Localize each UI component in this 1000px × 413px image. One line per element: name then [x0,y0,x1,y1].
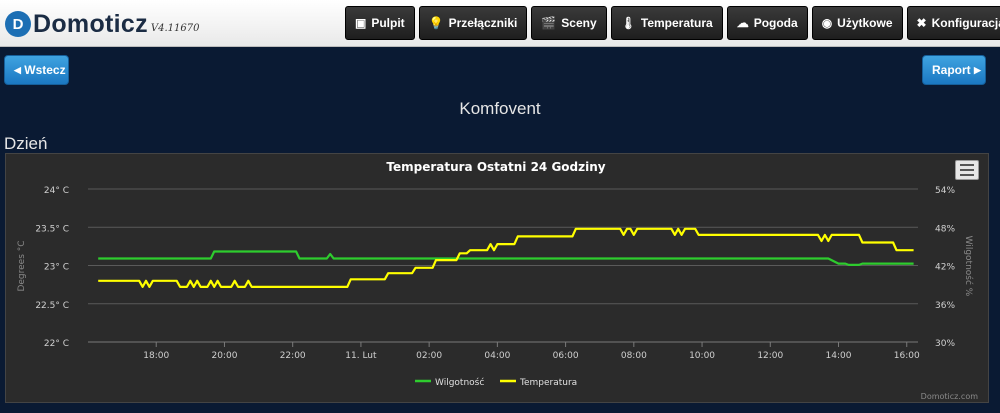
utility-icon: ◉ [821,16,833,30]
chart-title: Temperatura Ostatni 24 Godziny [386,160,605,174]
legend-item-label: Temperatura [519,378,577,388]
y-left-tick-label: 23° C [44,263,69,273]
wrench-icon: ✖ [916,16,927,30]
x-tick-label: 08:00 [621,351,647,361]
nav-prze-czniki-button[interactable]: 💡 Przełączniki [418,6,528,40]
bulb-icon: 💡 [428,16,444,30]
x-tick-label: 02:00 [416,351,442,361]
menu-icon-line [960,174,974,176]
menu-icon-line [960,164,974,166]
chevron-left-icon: ◀ [14,64,21,75]
domoticz-logo[interactable]: D Domoticz V4.11670 [5,8,199,40]
x-tick-label: 04:00 [484,351,510,361]
logo-mark-icon: D [5,11,31,37]
nav-label: Pogoda [753,16,798,30]
report-button-label: Raport [932,63,971,77]
chevron-right-icon: ▶ [974,64,981,75]
x-tick-label: 16:00 [894,351,920,361]
nav-pulpit-button[interactable]: ▣ Pulpit [345,6,415,40]
main-menu: ▣ Pulpit 💡 Przełączniki 🎬 Sceny 🌡 Temperatura ☁ P… [345,6,1000,40]
thermometer-icon: 🌡 [620,16,636,30]
scene-icon: 🎬 [541,16,557,30]
nav-u-ytkowe-button[interactable]: ◉ Użytkowe [811,6,903,40]
back-button[interactable]: ◀ Wstecz [4,55,69,85]
x-tick-label: 06:00 [553,351,579,361]
nav-label: Pulpit [371,16,405,30]
app-version: V4.11670 [150,22,200,34]
nav-konfiguracja-button[interactable]: ✖Konfiguracja▼ [906,6,1000,40]
chart-credits: Domoticz.com [921,392,979,401]
x-tick-label: 20:00 [211,351,237,361]
app-name: Domoticz [33,9,148,38]
cloud-icon: ☁ [736,16,749,30]
y-left-axis-title: Degrees °C [17,240,27,291]
page-title: Komfovent [459,99,541,118]
dashboard-icon: ▣ [355,16,367,30]
x-tick-label: 22:00 [280,351,306,361]
y-right-tick-label: 54% [935,186,955,196]
nav-label: Sceny [561,16,597,30]
y-right-tick-label: 42% [935,263,955,273]
y-right-tick-label: 30% [935,339,955,349]
x-tick-label: 10:00 [689,351,715,361]
nav-label: Temperatura [640,16,713,30]
y-right-axis-title: Wilgotność % [963,236,974,297]
x-tick-label: 12:00 [757,351,783,361]
nav-label: Użytkowe [837,16,893,30]
y-left-tick-label: 23.5° C [35,224,69,234]
chart-menu-button[interactable] [955,160,979,180]
nav-label: Przełączniki [448,16,518,30]
back-button-label: Wstecz [24,63,66,77]
menu-icon-line [960,169,974,171]
y-left-tick-label: 22.5° C [35,301,69,311]
nav-sceny-button[interactable]: 🎬 Sceny [531,6,607,40]
series-line-1 [98,227,914,288]
report-button[interactable]: Raport ▶ [922,55,986,85]
nav-temperatura-button[interactable]: 🌡 Temperatura [610,6,723,40]
nav-label: Konfiguracja [931,16,1000,30]
y-left-tick-label: 22° C [44,339,69,349]
x-tick-label: 18:00 [143,351,169,361]
chart-panel [5,153,989,403]
series-line-0 [98,250,914,266]
y-left-tick-label: 24° C [44,186,69,196]
section-title: Dzień [4,134,48,153]
x-tick-label: 14:00 [826,351,852,361]
y-right-tick-label: 48% [935,224,955,234]
y-right-tick-label: 36% [935,301,955,311]
nav-pogoda-button[interactable]: ☁ Pogoda [726,6,808,40]
legend-item-label: Wilgotność [435,377,484,388]
top-navbar: D Domoticz V4.11670 ▣ Pulpit 💡 Przełączniki… [0,0,1000,47]
x-tick-label: 11. Lut [345,351,377,361]
